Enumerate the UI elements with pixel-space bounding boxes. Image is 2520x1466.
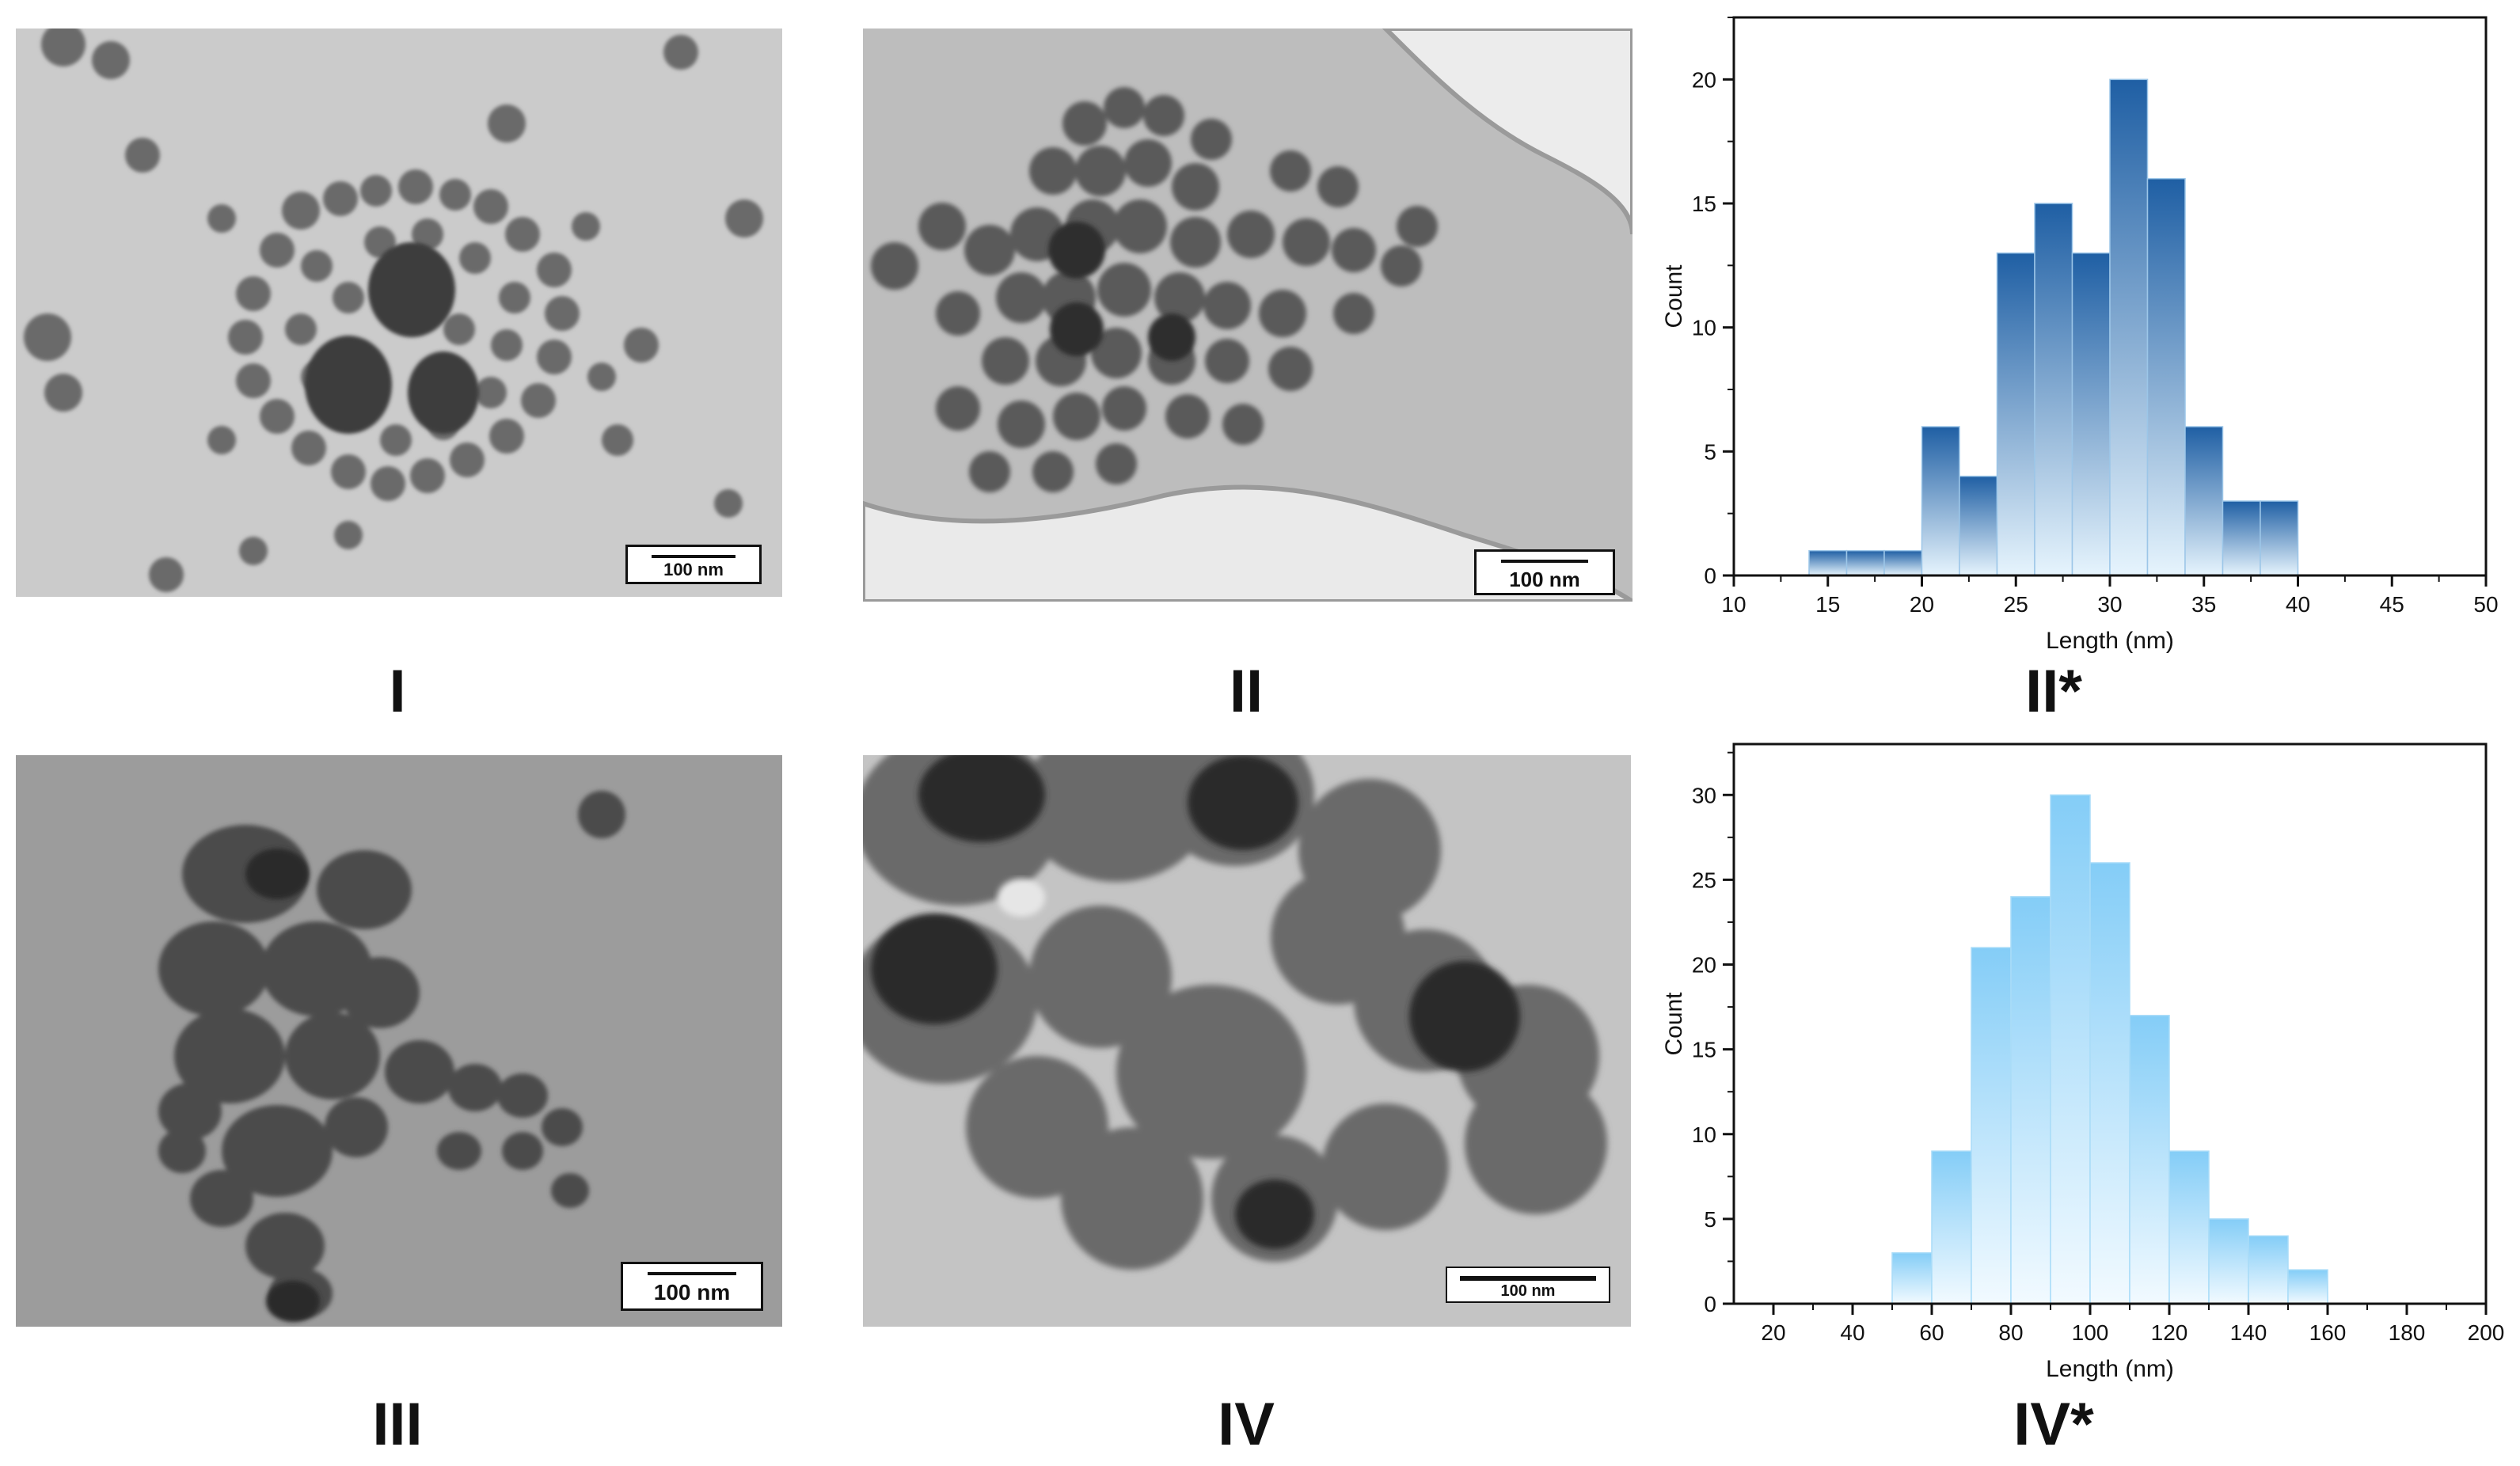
x-tick-label: 25	[2004, 592, 2028, 617]
histogram-bar	[2071, 252, 2111, 576]
x-tick-label: 160	[2309, 1320, 2347, 1345]
x-tick-label: 60	[1919, 1320, 1944, 1345]
histogram-bar	[1891, 1251, 1933, 1305]
histogram-bar	[1996, 252, 2035, 576]
histogram-bar	[2050, 794, 2091, 1305]
plot-frame	[1732, 742, 2488, 1305]
x-tick-label: 45	[2380, 592, 2404, 617]
histogram-IV-star-svg: 20 40 60 80 100 120 140 160 180 200 0 5 10 15 20 25 30 Le…	[1661, 742, 2505, 1382]
histogram-IV-star: 20 40 60 80 100 120 140 160 180 200 0 5 10 15 20 25 30 Le…	[1647, 728, 2520, 1393]
x-tick-label: 20	[1761, 1320, 1785, 1345]
x-tick-label: 200	[2468, 1320, 2505, 1345]
panel-label-II: II	[1229, 658, 1264, 725]
histogram-bar	[2109, 78, 2149, 576]
y-tick-label: 5	[1704, 439, 1716, 464]
histogram-bar	[1971, 947, 2012, 1305]
y-tick-label: 10	[1692, 316, 1716, 340]
y-axis-label: Count	[1661, 264, 1687, 329]
histogram-bar	[1959, 475, 1998, 576]
y-axis-label: Count	[1661, 992, 1687, 1056]
scale-bar-II: 100 nm	[1474, 549, 1615, 595]
x-tick-label: 50	[2473, 592, 2498, 617]
panel-label-IV: IV	[1218, 1391, 1275, 1458]
y-tick-label: 5	[1704, 1207, 1716, 1232]
y-tick-label: 0	[1704, 1292, 1716, 1316]
y-tick-label: 15	[1692, 1038, 1716, 1062]
x-tick-label: 35	[2191, 592, 2216, 617]
x-axis-label: Length (nm)	[2046, 1356, 2174, 1382]
tem-image-I: 100 nm	[16, 28, 782, 597]
tem-image-IV: 100 nm	[863, 755, 1631, 1327]
histogram-bar	[1845, 549, 1885, 576]
histogram-II-star: 10 15 20 25 30 35 40 45 50 0 5 10 15 20 Length (nm) Cou…	[1647, 0, 2520, 657]
tem-image-II: 100 nm	[863, 28, 1632, 602]
y-tick-label: 0	[1704, 564, 1716, 588]
scale-bar-III: 100 nm	[621, 1262, 763, 1311]
histogram-bar	[2287, 1269, 2328, 1305]
x-tick-label: 80	[1998, 1320, 2023, 1345]
panel-label-III: III	[372, 1391, 423, 1458]
histogram-bar	[2010, 896, 2051, 1305]
x-axis-label: Length (nm)	[2046, 628, 2174, 654]
x-tick-label: 140	[2230, 1320, 2267, 1345]
histogram-bar	[2184, 426, 2224, 576]
histogram-bar	[1883, 549, 1923, 576]
x-tick-label: 15	[1815, 592, 1840, 617]
y-tick-label: 20	[1692, 953, 1716, 978]
histogram-bar	[1931, 1150, 1972, 1305]
y-tick-label: 30	[1692, 783, 1716, 807]
panel-label-IV-star: IV*	[2013, 1391, 2094, 1458]
histogram-bar	[2129, 1015, 2170, 1305]
y-tick-label: 10	[1692, 1122, 1716, 1147]
x-tick-label: 30	[2097, 592, 2122, 617]
x-tick-label: 40	[2286, 592, 2310, 617]
x-tick-label: 40	[1840, 1320, 1864, 1345]
x-tick-label: 120	[2151, 1320, 2188, 1345]
histogram-bar	[2034, 203, 2073, 576]
histogram-bar	[2260, 500, 2299, 576]
y-tick-label: 20	[1692, 67, 1716, 92]
scale-bar-I: 100 nm	[625, 545, 762, 584]
scale-bar-IV: 100 nm	[1446, 1267, 1610, 1303]
x-tick-label: 20	[1910, 592, 1934, 617]
x-tick-label: 10	[1721, 592, 1746, 617]
histogram-bar	[2089, 862, 2130, 1305]
panel-label-II-star: II*	[2025, 658, 2082, 725]
histogram-bar	[2248, 1235, 2289, 1305]
y-tick-label: 25	[1692, 868, 1716, 892]
tem-image-III: 100 nm	[16, 755, 782, 1327]
histogram-bar	[1921, 426, 1960, 576]
y-tick-label: 15	[1692, 192, 1716, 216]
histogram-bar	[2168, 1150, 2210, 1305]
histogram-bar	[2208, 1218, 2249, 1305]
histogram-bar	[2146, 177, 2186, 576]
panel-label-I: I	[389, 658, 406, 725]
histogram-II-star-svg: 10 15 20 25 30 35 40 45 50 0 5 10 15 20 Length (nm) Cou…	[1661, 16, 2499, 654]
x-tick-label: 180	[2389, 1320, 2426, 1345]
histogram-bar	[2222, 500, 2261, 576]
x-tick-label: 100	[2072, 1320, 2109, 1345]
histogram-bar	[1808, 549, 1848, 576]
